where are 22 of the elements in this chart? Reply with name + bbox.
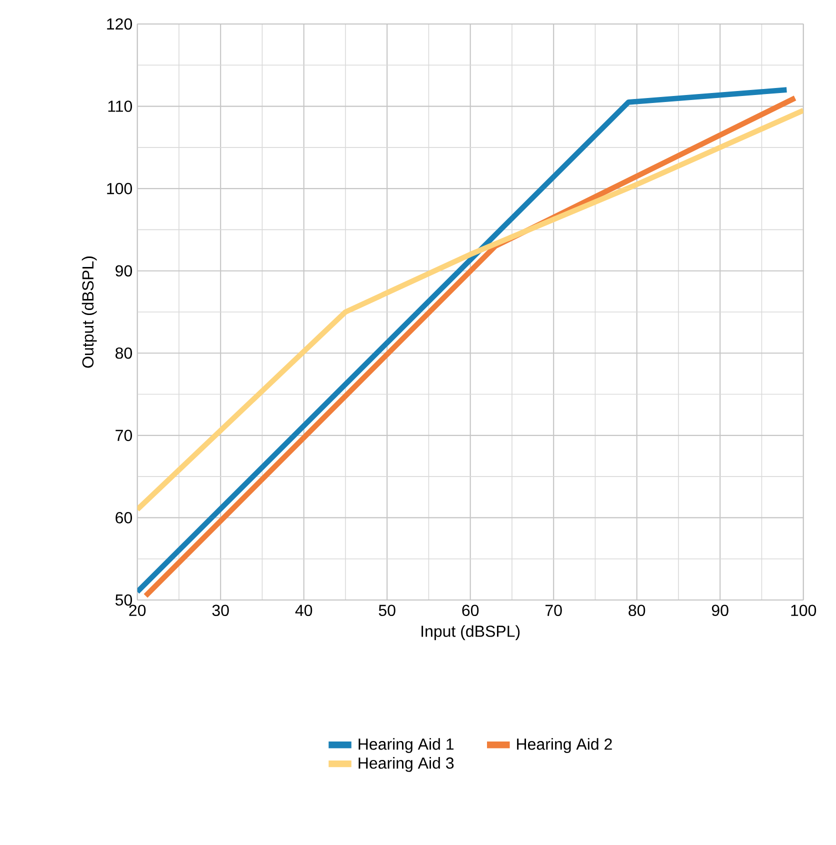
legend-label: Hearing Aid 2 xyxy=(517,738,612,753)
y-tick-label: 110 xyxy=(108,100,132,112)
x-tick-label: 90 xyxy=(712,604,728,616)
y-axis-title: Output (dBSPL) xyxy=(82,256,97,368)
x-tick-label: 20 xyxy=(129,604,146,616)
y-tick-label: 70 xyxy=(116,430,132,442)
y-tick-label: 50 xyxy=(115,594,132,606)
x-tick-label: 80 xyxy=(628,604,646,616)
x-tick-label: 60 xyxy=(462,604,479,616)
x-axis-title: Input (dBSPL) xyxy=(422,625,520,640)
y-tick-label: 60 xyxy=(116,512,132,524)
y-tick-label: 100 xyxy=(107,182,132,194)
y-tick-label: 90 xyxy=(116,265,132,277)
y-tick-label: 80 xyxy=(116,347,132,359)
legend-label: Hearing Aid 3 xyxy=(358,757,454,772)
x-tick-label: 50 xyxy=(378,604,396,616)
y-tick-label: 120 xyxy=(107,18,132,30)
x-tick-label: 70 xyxy=(546,604,562,616)
x-tick-label: 30 xyxy=(212,604,229,616)
x-tick-label: 100 xyxy=(791,604,816,616)
x-tick-label: 40 xyxy=(295,604,312,616)
legend-label: Hearing Aid 1 xyxy=(358,738,454,753)
